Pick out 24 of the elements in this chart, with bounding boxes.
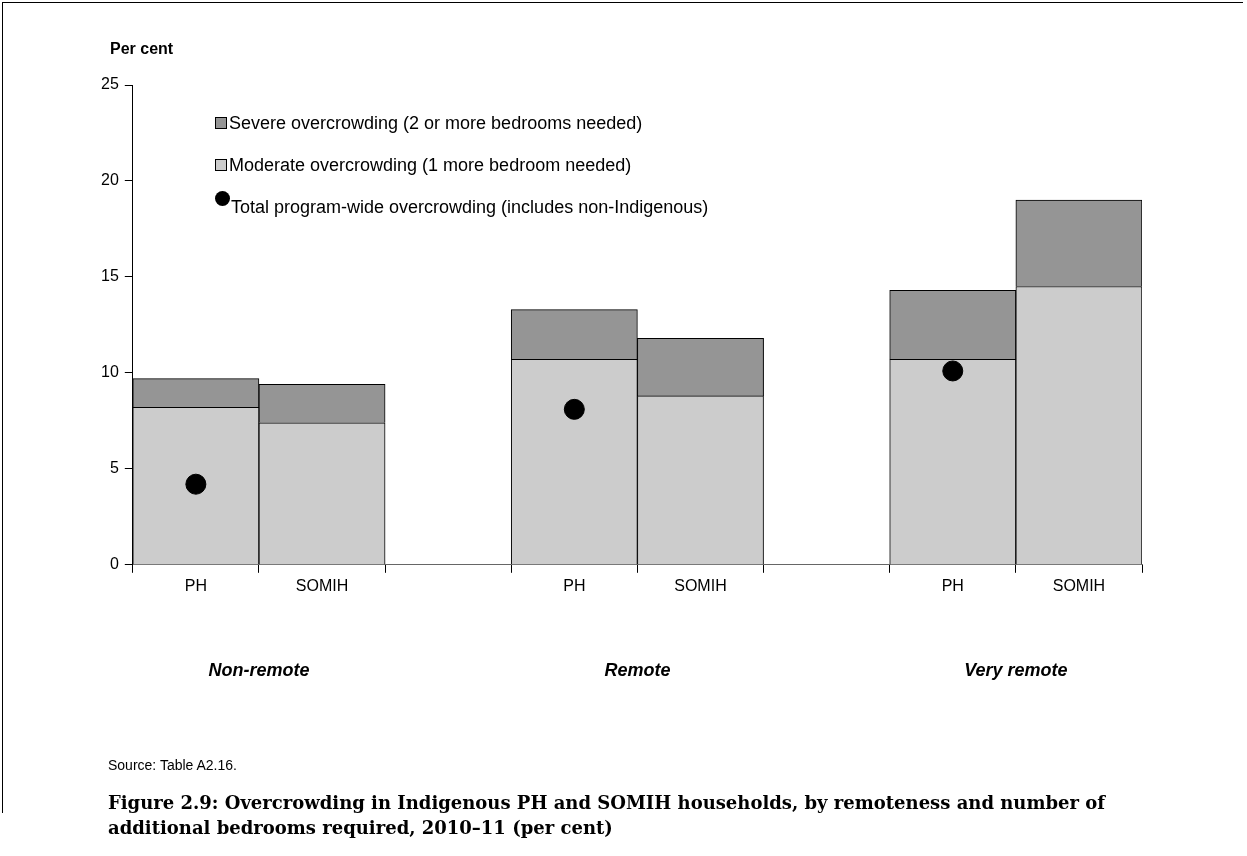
y-tick-label: 15 [101,267,119,285]
point [563,398,585,420]
x-tick-label: SOMIH [674,576,727,594]
y-tick-label: 25 [101,75,119,93]
y-tick-label: 0 [109,555,119,573]
source-note: Source: Table A2.16. [108,757,237,773]
text: Non-remote [208,660,310,681]
text: Figure 2.9: Overcrowding in Indigenous PH and SOMIH households, by remoteness and number of additional bedrooms required, 2010–11 (per cent) [108,791,1107,840]
legend-label: Severe overcrowding (2 or more bedrooms needed) [229,112,643,134]
x-tick-label: PH [563,576,586,594]
x-tick-label: PH [941,576,964,594]
x-tick-label: SOMIH [1052,576,1106,594]
x-tick-label: PH [184,576,207,594]
text: Very remote [964,660,1068,681]
point [185,473,207,495]
text: Remote [604,660,671,681]
legend-label: Moderate overcrowding (1 more bedroom needed) [229,154,632,176]
y-tick-label: 20 [101,171,119,189]
x-tick-label: SOMIH [295,576,349,594]
y-tick-label: 10 [101,363,119,381]
point [942,360,964,382]
y-tick-label: 5 [109,459,119,477]
legend-label: Total program-wide overcrowding (includes non-Indigenous) [231,196,709,218]
y-axis-title: Per cent [110,40,174,58]
